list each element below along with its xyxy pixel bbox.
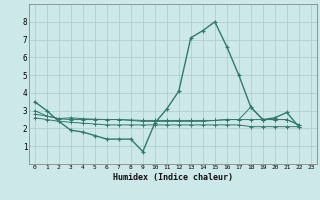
X-axis label: Humidex (Indice chaleur): Humidex (Indice chaleur) bbox=[113, 173, 233, 182]
